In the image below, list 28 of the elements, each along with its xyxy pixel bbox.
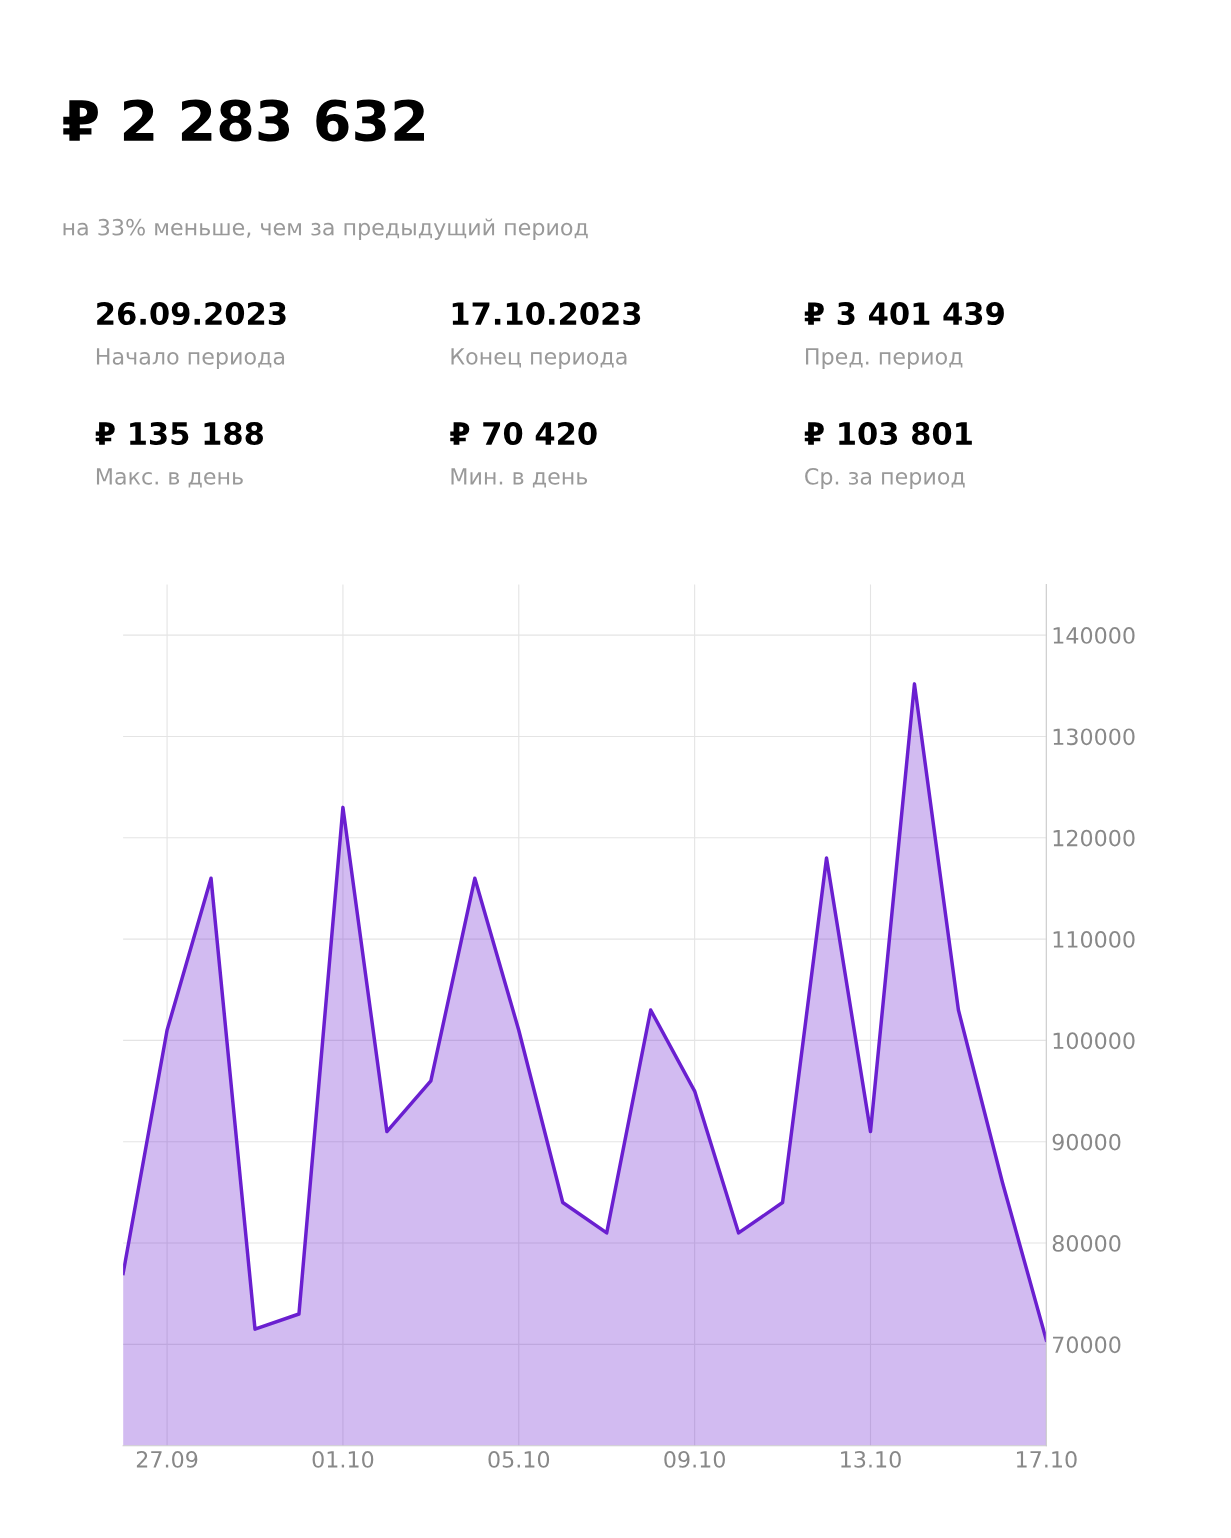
text: 26.09.2023	[97, 301, 286, 326]
x-tick-label: 27.09	[136, 1450, 198, 1468]
y-tick-label: 140000	[1053, 627, 1135, 644]
y-tick-label: 70000	[1053, 1336, 1121, 1354]
y-tick-label: 130000	[1053, 728, 1135, 746]
x-tick-label: 09.10	[664, 1450, 725, 1468]
text: Макс. в день	[96, 468, 243, 488]
y-tick-label: 100000	[1053, 1032, 1135, 1050]
y-tick-label: 120000	[1053, 829, 1135, 847]
x-tick-label: 17.10	[1016, 1450, 1077, 1468]
text: ₽ 2 283 632	[63, 99, 424, 142]
text: Конец периода	[451, 348, 627, 370]
x-tick-label: 01.10	[312, 1450, 374, 1468]
x-tick-label: 13.10	[841, 1450, 901, 1468]
text: Ср. за период	[805, 467, 965, 490]
text: ₽ 103 801	[804, 421, 972, 446]
text: ₽ 3 401 439	[804, 301, 1004, 326]
text: на 33% меньше, чем за предыдущий период	[63, 218, 588, 240]
x-tick-label: 05.10	[488, 1450, 550, 1468]
text: 17.10.2023	[452, 301, 641, 326]
y-tick-label: 110000	[1053, 931, 1135, 948]
y-tick-label: 90000	[1052, 1133, 1121, 1151]
y-tick-label: 80000	[1052, 1235, 1121, 1252]
text: ₽ 135 188	[95, 421, 263, 446]
text: Начало периода	[96, 348, 285, 370]
text: Пред. период	[806, 348, 963, 370]
text: Мин. в день	[451, 468, 588, 488]
text: ₽ 70 420	[450, 421, 597, 446]
